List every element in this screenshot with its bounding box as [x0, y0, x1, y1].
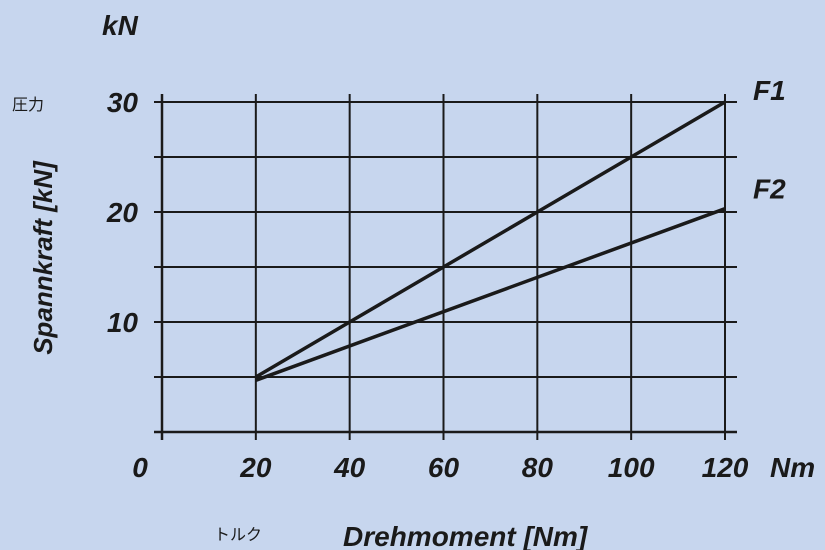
x-tick-label: 20 — [239, 452, 272, 483]
x-unit-label: Nm — [770, 452, 815, 483]
series-line-f1 — [254, 100, 726, 379]
x-tick-label: 80 — [522, 452, 554, 483]
x-axis-label: Drehmoment [Nm] — [343, 521, 589, 550]
y-axis-label-jp: 圧力 — [12, 95, 44, 114]
x-tick-label: 100 — [608, 452, 655, 483]
x-tick-label: 40 — [333, 452, 366, 483]
y-tick-label: 10 — [107, 307, 139, 338]
y-axis-label: Spannkraft [kN] — [28, 160, 58, 355]
y-tick-label: 30 — [107, 87, 139, 118]
x-tick-label: 0 — [132, 452, 148, 483]
x-tick-label: 60 — [428, 452, 460, 483]
series-group: F1 F2 — [254, 75, 786, 382]
tick-labels: 0 20 40 60 80 100 120 10 20 30 — [106, 87, 749, 483]
axes — [154, 94, 737, 440]
series-line-f2 — [255, 207, 726, 382]
series-label-f1: F1 — [753, 75, 786, 106]
x-axis-label-jp: トルク — [214, 525, 262, 544]
y-unit-label: kN — [102, 10, 139, 41]
x-tick-label: 120 — [702, 452, 749, 483]
series-label-f2: F2 — [753, 174, 786, 205]
y-tick-label: 20 — [106, 197, 139, 228]
